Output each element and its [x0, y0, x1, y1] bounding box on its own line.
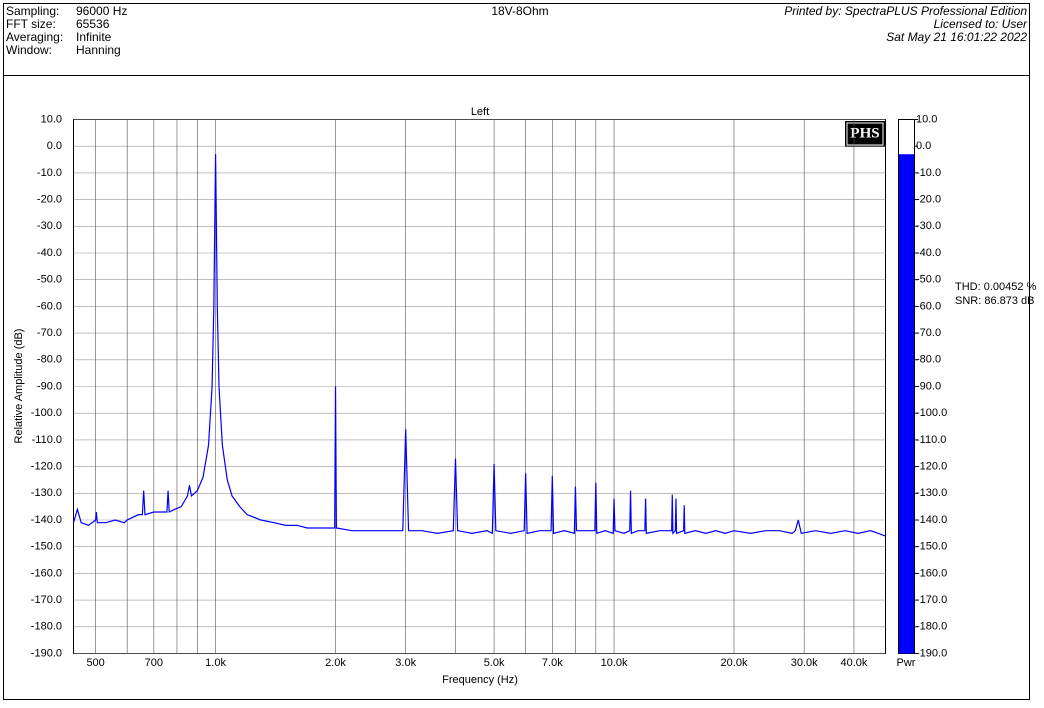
annotation: SNR: 86.873 dB	[955, 295, 1035, 307]
meter-tick-label: -140.0	[916, 514, 947, 526]
y-tick-label: -20.0	[37, 194, 62, 206]
header-right: Printed by: SpectraPLUS Professional Edi…	[784, 4, 1027, 18]
y-tick-label: -180.0	[31, 621, 62, 633]
meter-tick-label: -180.0	[916, 621, 947, 633]
meter-tick-label: -40.0	[916, 247, 941, 259]
y-tick-label: -120.0	[31, 461, 62, 473]
meter-tick-label: -130.0	[916, 487, 947, 499]
meter-tick-label: -160.0	[916, 567, 947, 579]
field-label: Sampling:	[6, 4, 59, 18]
y-tick-label: -40.0	[37, 247, 62, 259]
y-tick-label: -170.0	[31, 594, 62, 606]
x-axis-label: Frequency (Hz)	[442, 674, 518, 686]
meter-tick-label: -110.0	[916, 434, 946, 446]
x-tick-label: 1.0k	[205, 657, 226, 669]
y-tick-label: -30.0	[37, 220, 62, 232]
meter-tick-label: -170.0	[916, 594, 947, 606]
y-tick-label: -160.0	[31, 567, 62, 579]
y-tick-label: -100.0	[31, 407, 62, 419]
meter-tick-label: -60.0	[916, 300, 941, 312]
field-label: Window:	[6, 43, 52, 57]
y-tick-label: -80.0	[37, 354, 62, 366]
x-tick-label: 40.0k	[840, 657, 867, 669]
meter-tick-label: 10.0	[916, 113, 937, 125]
logo: PHS	[850, 125, 879, 141]
header-center: 18V-8Ohm	[491, 4, 548, 18]
y-tick-label: -70.0	[37, 327, 62, 339]
meter-tick-label: -30.0	[916, 220, 941, 232]
field-value: 96000 Hz	[76, 4, 127, 18]
y-tick-label: -10.0	[37, 167, 62, 179]
meter-tick-label: -10.0	[916, 167, 941, 179]
meter-fill	[899, 154, 914, 654]
y-axis-label: Relative Amplitude (dB)	[13, 329, 25, 444]
field-label: FFT size:	[6, 17, 56, 31]
x-tick-label: 7.0k	[542, 657, 563, 669]
logo-box	[845, 121, 885, 147]
x-tick-label: 10.0k	[601, 657, 628, 669]
x-tick-label: 30.0k	[791, 657, 818, 669]
meter-tick-label: -70.0	[916, 327, 941, 339]
frame	[3, 3, 1030, 700]
annotation: THD: 0.00452 %	[955, 281, 1037, 293]
meter-tick-label: -50.0	[916, 274, 941, 286]
header-right: Sat May 21 16:01:22 2022	[886, 30, 1027, 44]
meter-tick-label: -20.0	[916, 194, 941, 206]
x-tick-label: 20.0k	[721, 657, 748, 669]
y-tick-label: -50.0	[37, 274, 62, 286]
y-tick-label: 0.0	[47, 140, 62, 152]
meter-tick-label: -90.0	[916, 380, 941, 392]
y-tick-label: -140.0	[31, 514, 62, 526]
y-tick-label: -150.0	[31, 541, 62, 553]
field-value: Hanning	[76, 43, 121, 57]
x-tick-label: 5.0k	[484, 657, 505, 669]
meter-tick-label: 0.0	[916, 140, 931, 152]
meter-tick-label: -120.0	[916, 461, 947, 473]
x-tick-label: 500	[86, 657, 104, 669]
meter-tick-label: -100.0	[916, 407, 947, 419]
y-tick-label: -90.0	[37, 380, 62, 392]
field-label: Averaging:	[6, 30, 63, 44]
x-tick-label: 3.0k	[395, 657, 416, 669]
meter-label: Pwr	[897, 657, 916, 669]
logo-inner	[846, 122, 884, 146]
meter-tick-label: -190.0	[916, 647, 947, 659]
field-value: 65536	[76, 17, 110, 31]
x-tick-label: 2.0k	[325, 657, 346, 669]
y-tick-label: -60.0	[37, 300, 62, 312]
header-right: Licensed to: User	[934, 17, 1028, 31]
meter-tick-label: -80.0	[916, 354, 941, 366]
spectrum-line	[72, 154, 886, 537]
y-tick-label: -130.0	[31, 487, 62, 499]
x-tick-label: 700	[145, 657, 163, 669]
meter-tick-label: -150.0	[916, 541, 947, 553]
chart-title: Left	[471, 106, 489, 118]
field-value: Infinite	[76, 30, 112, 44]
y-tick-label: -190.0	[31, 647, 62, 659]
y-tick-label: -110.0	[32, 434, 62, 446]
y-tick-label: 10.0	[41, 113, 62, 125]
